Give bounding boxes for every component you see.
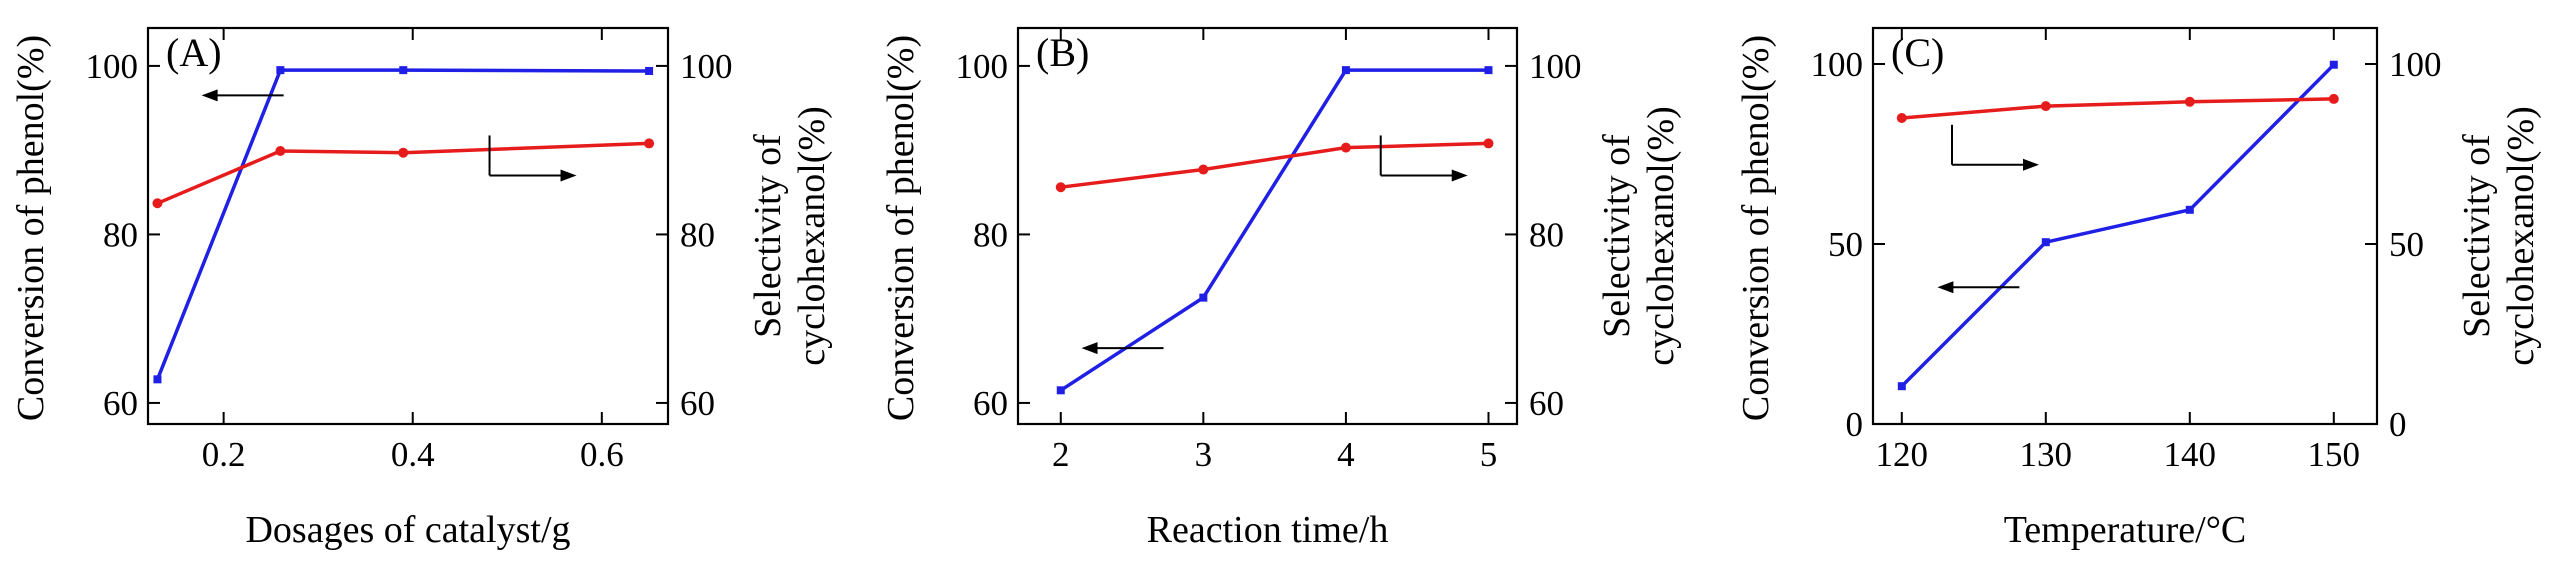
right-arrow-head — [2023, 158, 2039, 171]
x-axis-title: Dosages of catalyst/g — [245, 509, 570, 551]
y-axis-title-right-line: cyclohexanol(%) — [1640, 106, 1682, 366]
data-point-conversion — [2041, 238, 2050, 247]
data-point-conversion — [1897, 382, 1906, 391]
y-tick-label-left: 100 — [1811, 45, 1864, 84]
x-tick-label: 150 — [2308, 435, 2361, 474]
data-point-conversion — [2185, 205, 2194, 214]
y-tick-label-left: 80 — [973, 215, 1008, 254]
plot-frame — [146, 26, 670, 426]
x-tick-label: 4 — [1337, 435, 1355, 474]
data-point-selectivity — [398, 147, 409, 158]
data-point-selectivity — [2328, 93, 2339, 104]
y-tick-label-left: 60 — [973, 384, 1008, 423]
y-axis-title-right-line: Selectivity of — [1596, 134, 1638, 338]
data-point-selectivity — [1896, 113, 1907, 123]
y-tick-label-left: 80 — [103, 215, 138, 254]
y-tick-label-right: 80 — [1529, 215, 1564, 254]
data-point-conversion — [1341, 66, 1350, 75]
plot-frame — [1871, 26, 2379, 426]
series-line-conversion — [1059, 68, 1489, 392]
x-axis-title: Temperature/°C — [2004, 509, 2247, 551]
annotation-arrow-glyph: ← — [196, 102, 197, 104]
annotation-arrow-glyph: ← — [1076, 355, 1077, 357]
panel-label: (C) — [1891, 30, 1944, 75]
y-axis-title-right-line: Selectivity of — [747, 134, 789, 338]
annotation-arrow-glyph: → — [2039, 172, 2040, 174]
data-point-conversion — [276, 66, 285, 75]
left-arrow-head — [201, 89, 218, 102]
right-arrow-head — [560, 169, 577, 182]
data-point-conversion — [399, 66, 408, 75]
series-line-conversion — [1900, 63, 2336, 388]
data-point-selectivity — [1340, 142, 1351, 153]
y-tick-label-left: 100 — [86, 47, 139, 86]
data-point-selectivity — [1483, 138, 1494, 149]
series-line-selectivity — [1901, 97, 2334, 120]
x-tick-label: 0.4 — [391, 435, 435, 474]
y-tick-label-right: 100 — [2389, 45, 2442, 84]
right-arrow-head — [1451, 169, 1468, 182]
x-tick-label: 0.6 — [580, 435, 624, 474]
x-tick-label: 0.2 — [202, 435, 246, 474]
annotation-arrow-glyph: → — [1468, 182, 1469, 184]
panel-b: 2 3 4 5 60 60 80 80 100 100 ← → (B) Reaction time/h Co… — [880, 26, 1682, 551]
data-point-conversion — [1056, 386, 1065, 395]
y-tick-label-right: 60 — [680, 384, 715, 423]
y-tick-label-left: 50 — [1828, 225, 1863, 264]
y-axis-title-right-line: cyclohexanol(%) — [2500, 106, 2542, 366]
y-tick-label-left: 100 — [956, 47, 1009, 86]
left-arrow-head — [1081, 342, 1098, 355]
y-tick-label-right: 0 — [2389, 405, 2407, 444]
series-line-selectivity — [156, 141, 650, 205]
annotation-arrow-glyph: → — [577, 182, 578, 184]
y-tick-label-right: 100 — [1529, 47, 1582, 86]
data-point-selectivity — [1055, 182, 1066, 193]
x-axis-title: Reaction time/h — [1147, 509, 1389, 551]
annotation-arrow-glyph: ← — [1931, 294, 1932, 296]
data-point-conversion — [645, 66, 654, 75]
data-point-conversion — [1484, 66, 1493, 75]
plot-frame — [1016, 26, 1519, 426]
series-line-selectivity — [1060, 141, 1489, 189]
y-tick-label-right: 60 — [1529, 384, 1564, 423]
data-point-conversion — [2329, 60, 2338, 69]
data-point-conversion — [153, 375, 162, 384]
panel-a: 0.2 0.4 0.6 60 60 80 80 100 100 ← → (A) Dosages of c… — [10, 26, 833, 551]
series-line-conversion — [155, 68, 650, 380]
data-point-conversion — [1199, 293, 1208, 302]
left-arrow-head — [1937, 281, 1954, 294]
panel-label: (B) — [1036, 30, 1089, 75]
panel-label: (A) — [166, 30, 222, 75]
y-axis-title-right-line: Selectivity of — [2456, 134, 2498, 338]
y-tick-label-left: 60 — [103, 384, 138, 423]
y-tick-label-right: 80 — [680, 215, 715, 254]
y-tick-label-left: 0 — [1846, 405, 1864, 444]
y-axis-title-left: Conversion of phenol(%) — [1735, 35, 1777, 421]
x-tick-label: 3 — [1195, 435, 1213, 474]
x-tick-label: 140 — [2164, 435, 2217, 474]
data-point-selectivity — [644, 138, 655, 149]
y-axis-title-left: Conversion of phenol(%) — [10, 35, 52, 421]
x-tick-label: 2 — [1052, 435, 1070, 474]
x-tick-label: 5 — [1480, 435, 1498, 474]
panel-c: 120 130 140 150 0 0 50 50 100 100 ← → (C) Temperature… — [1735, 26, 2542, 551]
x-tick-label: 120 — [1876, 435, 1929, 474]
x-tick-label: 130 — [2020, 435, 2073, 474]
y-axis-title-left: Conversion of phenol(%) — [880, 35, 922, 421]
data-point-selectivity — [2184, 96, 2195, 107]
data-point-selectivity — [275, 146, 286, 157]
y-tick-label-right: 50 — [2389, 225, 2424, 264]
y-tick-label-right: 100 — [680, 47, 733, 86]
data-point-selectivity — [152, 198, 163, 209]
data-point-selectivity — [1198, 164, 1209, 175]
data-point-selectivity — [2040, 101, 2051, 112]
y-axis-title-right-line: cyclohexanol(%) — [791, 106, 833, 366]
